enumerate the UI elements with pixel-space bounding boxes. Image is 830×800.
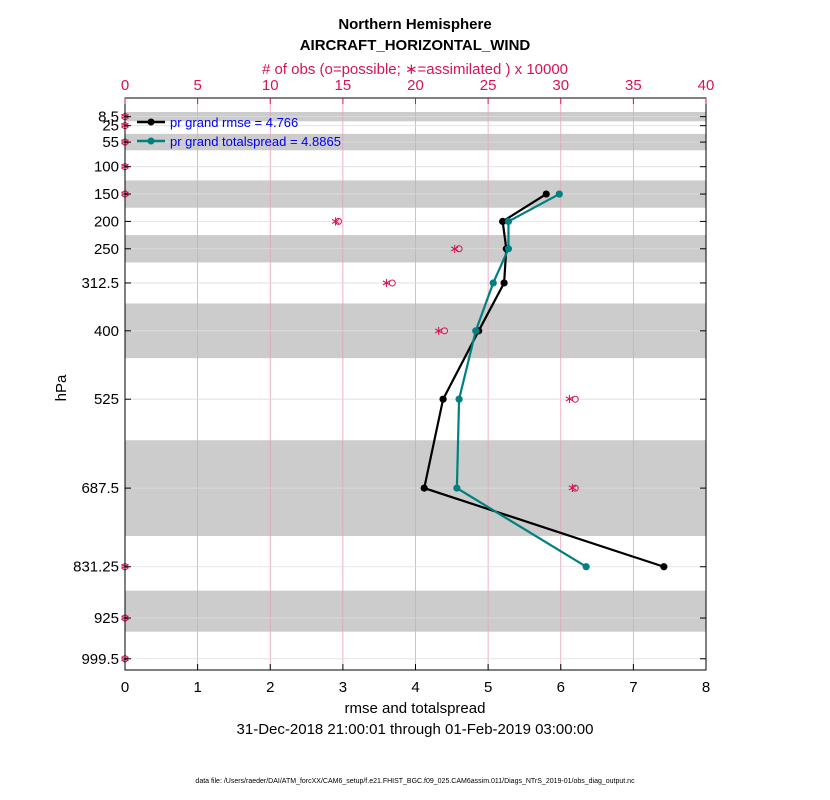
- top-tick-label-4: 20: [407, 77, 424, 94]
- x-tick-label-5: 5: [484, 679, 492, 696]
- top-tick-label-1: 5: [193, 77, 201, 94]
- y-tick-label-4: 150: [94, 186, 119, 203]
- series-layer: [420, 190, 668, 571]
- obs-assimilated-8: ∗: [433, 323, 444, 338]
- chart-subtitle: AIRCRAFT_HORIZONTAL_WIND: [300, 37, 531, 54]
- x-tick-label-2: 2: [266, 679, 274, 696]
- obs-assimilated-7: ∗: [381, 275, 392, 290]
- y-tick-label-1: 25: [102, 118, 119, 135]
- x-axis-ticks: 0 1 2 3 4 5 6 7 8: [121, 664, 710, 696]
- top-tick-label-7: 35: [625, 77, 642, 94]
- y-tick-label-10: 687.5: [81, 480, 119, 497]
- obs-assimilated-9: ∗: [564, 391, 575, 406]
- obs-possible-9: [571, 395, 579, 403]
- top-tick-label-6: 30: [552, 77, 569, 94]
- x-tick-label-8: 8: [702, 679, 710, 696]
- series-line-1: [455, 193, 587, 568]
- date-range: 31-Dec-2018 21:00:01 through 01-Feb-2019…: [237, 721, 594, 738]
- series-1-point-1: [504, 217, 513, 226]
- legend-spread-marker: [147, 137, 155, 145]
- y-tick-label-7: 312.5: [81, 275, 119, 292]
- series-1-point-7: [582, 563, 590, 571]
- y-tick-label-6: 250: [94, 241, 119, 258]
- series-1-point-2: [504, 245, 513, 253]
- x-tick-label-3: 3: [339, 679, 347, 696]
- series-1-point-5: [455, 395, 463, 403]
- x-tick-label-1: 1: [193, 679, 201, 696]
- obs-possible-10: [571, 484, 579, 492]
- series-1-point-4: [472, 327, 480, 335]
- series-line-0: [422, 193, 665, 568]
- y-tick-label-0: 8.5: [98, 109, 119, 126]
- obs-assimilated-6: ∗: [449, 241, 460, 256]
- y-tick-label-13: 999.5: [81, 651, 119, 668]
- series-0-point-7: [660, 563, 668, 571]
- legend: pr grand rmse = 4.766 pr grand totalspre…: [137, 115, 341, 149]
- footnote: data file: /Users/raeder/DAI/ATM_forcXX/…: [195, 778, 635, 785]
- obs-possible-7: [388, 279, 396, 287]
- x-axis-label: rmse and totalspread: [345, 700, 486, 717]
- series-1-point-6: [453, 484, 461, 492]
- y-tick-label-12: 925: [94, 610, 119, 627]
- y-tick-label-2: 55: [102, 134, 119, 151]
- legend-spread-label: pr grand totalspread = 4.8865: [170, 134, 341, 149]
- chart-title: Northern Hemisphere: [338, 16, 491, 33]
- obs-possible-5: [335, 217, 343, 225]
- top-tick-label-3: 15: [335, 77, 352, 94]
- top-tick-label-0: 0: [121, 77, 129, 94]
- y-tick-label-11: 831.25: [73, 559, 119, 576]
- y-tick-label-3: 100: [94, 159, 119, 176]
- series-0-point-3: [500, 279, 508, 287]
- x-tick-label-6: 6: [557, 679, 565, 696]
- legend-rmse-label: pr grand rmse = 4.766: [170, 115, 298, 130]
- x-tick-label-0: 0: [121, 679, 129, 696]
- series-1-point-0: [555, 190, 563, 198]
- series-0-point-1: [499, 217, 507, 226]
- top-tick-label-5: 25: [480, 77, 497, 94]
- y-tick-label-9: 525: [94, 391, 119, 408]
- legend-rmse-marker: [147, 118, 155, 126]
- x-tick-label-4: 4: [411, 679, 419, 696]
- y-axis-label: hPa: [53, 374, 70, 401]
- x-tick-label-7: 7: [629, 679, 637, 696]
- y-tick-label-8: 400: [94, 323, 119, 340]
- top-axis-ticks: 0 5 10 15 20 25 30 35 40: [121, 77, 715, 104]
- series-1-point-3: [489, 279, 497, 287]
- obs-assimilated-5: ∗: [330, 213, 341, 228]
- series-0-point-6: [420, 484, 428, 492]
- y-tick-label-5: 200: [94, 213, 119, 230]
- obs-assimilated-10: ∗: [567, 480, 578, 495]
- series-0-point-5: [439, 395, 447, 403]
- obs-possible-8: [441, 327, 449, 335]
- top-axis-label: # of obs (o=possible; ∗=assimilated ) x …: [262, 61, 568, 78]
- series-0-point-0: [542, 190, 550, 198]
- top-tick-label-2: 10: [262, 77, 279, 94]
- obs-possible-6: [455, 245, 463, 253]
- top-tick-label-8: 40: [698, 77, 715, 94]
